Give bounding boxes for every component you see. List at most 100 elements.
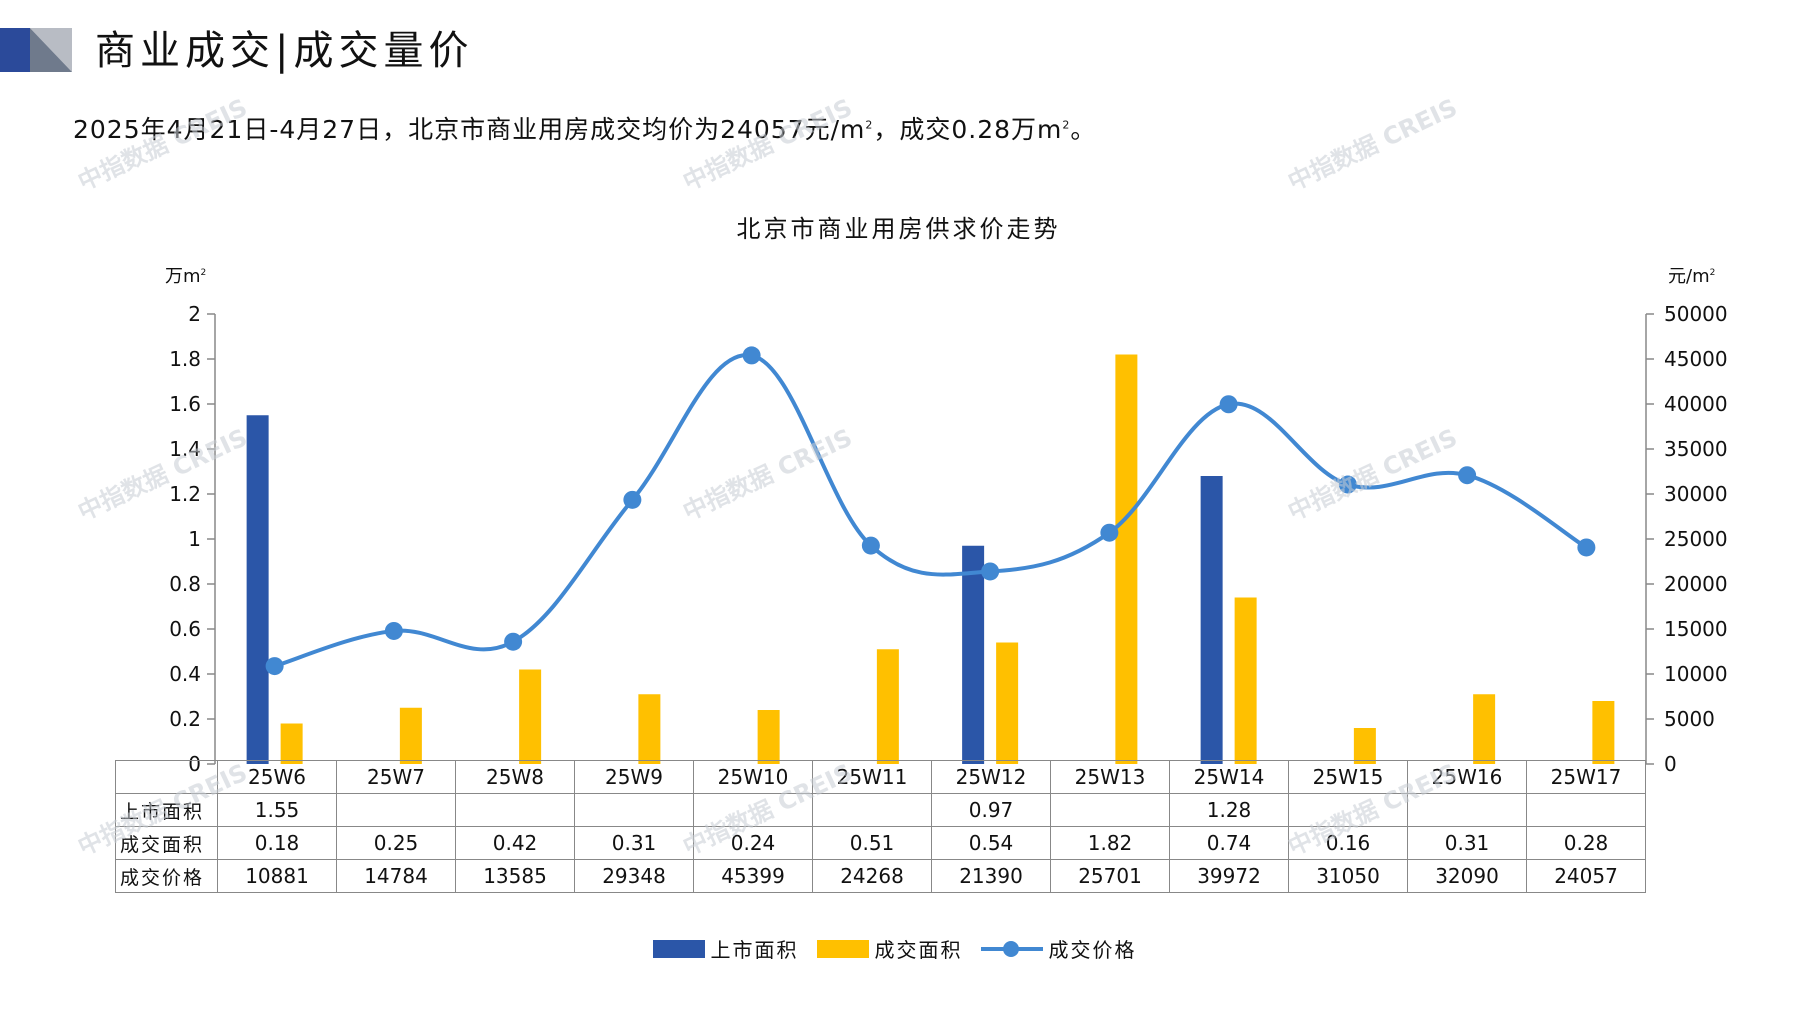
bar-supply <box>962 545 985 764</box>
table-cell <box>574 793 694 827</box>
legend-label-deal-area: 成交面积 <box>874 938 963 962</box>
y-right-unit-text: 元/m <box>1668 266 1710 287</box>
y-left-tick-label: 1.4 <box>169 437 201 461</box>
y-right-tick-label: 10000 <box>1664 662 1728 686</box>
bar-deal-area <box>1473 694 1496 764</box>
table-cell: 29348 <box>574 859 694 893</box>
table-cell: 0.42 <box>455 826 575 860</box>
bar-deal-area <box>638 694 661 764</box>
bar-deal-area <box>519 669 542 764</box>
table-header-row: 25W6 25W7 25W8 25W9 25W10 25W11 25W12 25W13 25W1… <box>115 760 1646 794</box>
table-cell <box>1050 793 1170 827</box>
table-cell <box>1407 793 1527 827</box>
y-left-tick-label: 0.8 <box>169 572 201 596</box>
summary-prefix: 2025年4月21日-4月27日，北京市商业用房成交均价为24057元/m <box>73 115 866 144</box>
table-cell: 13585 <box>455 859 575 893</box>
table-cell <box>1288 793 1408 827</box>
table-cell: 0.28 <box>1526 826 1646 860</box>
table-cell <box>336 793 456 827</box>
summary-mid: ，成交0.28万m <box>873 115 1063 144</box>
legend-swatch-deal-area <box>816 939 869 958</box>
x-category-label: 25W17 <box>1526 760 1646 794</box>
y-left-tick-label: 0.2 <box>169 707 201 731</box>
y-right-tick-label: 5000 <box>1664 707 1715 731</box>
price-point <box>504 632 523 651</box>
price-point <box>1577 538 1596 557</box>
table-cell <box>693 793 813 827</box>
price-point <box>623 490 642 509</box>
table-row-label: 上市面积 <box>115 793 218 827</box>
table-cell: 24268 <box>812 859 932 893</box>
bar-deal-area <box>399 707 422 764</box>
y-left-tick-label: 1.6 <box>169 392 201 416</box>
table-cell: 25701 <box>1050 859 1170 893</box>
price-point <box>981 562 1000 581</box>
y-right-tick-label: 40000 <box>1664 392 1728 416</box>
y-right-unit: 元/m2 <box>1668 262 1715 288</box>
table-row: 上市面积 1.55 0.97 1.28 <box>115 793 1646 827</box>
bar-deal-area <box>757 710 780 764</box>
price-point <box>1338 475 1357 494</box>
table-cell: 0.31 <box>574 826 694 860</box>
table-cell: 45399 <box>693 859 813 893</box>
y-left-unit: 万m2 <box>165 262 206 288</box>
table-cell: 21390 <box>931 859 1051 893</box>
price-point <box>265 657 284 676</box>
summary-sup-1: 2 <box>865 118 874 132</box>
legend-label-supply: 上市面积 <box>710 938 799 962</box>
table-cell: 10881 <box>217 859 337 893</box>
bar-deal-area <box>1115 354 1138 764</box>
y-left-tick-label: 1.2 <box>169 482 201 506</box>
legend-swatch-price <box>980 939 1043 959</box>
price-point <box>384 621 403 640</box>
table-cell: 24057 <box>1526 859 1646 893</box>
x-category-label: 25W15 <box>1288 760 1408 794</box>
table-cell: 0.74 <box>1169 826 1289 860</box>
legend-label-price: 成交价格 <box>1048 938 1137 962</box>
bar-deal-area <box>996 642 1019 764</box>
summary-sup-2: 2 <box>1062 118 1071 132</box>
table-row: 成交价格 10881 14784 13585 29348 45399 24268 21390 2… <box>115 859 1646 893</box>
legend-item-supply: 上市面积 <box>652 934 799 963</box>
table-cell <box>1526 793 1646 827</box>
table-corner-cell <box>115 760 218 794</box>
table-cell <box>812 793 932 827</box>
y-left-tick-label: 1.8 <box>169 347 201 371</box>
bar-supply <box>1200 476 1223 764</box>
price-point <box>861 536 880 555</box>
x-category-label: 25W14 <box>1169 760 1289 794</box>
x-category-label: 25W11 <box>812 760 932 794</box>
x-category-label: 25W13 <box>1050 760 1170 794</box>
bar-deal-area <box>1353 728 1376 764</box>
table-row: 成交面积 0.18 0.25 0.42 0.31 0.24 0.51 0.54 1.82 0.74… <box>115 826 1646 860</box>
page-title: 商业成交|成交量价 <box>95 28 474 74</box>
x-category-label: 25W7 <box>336 760 456 794</box>
chart-title: 北京市商业用房供求价走势 <box>736 215 1061 243</box>
table-cell: 32090 <box>1407 859 1527 893</box>
bar-deal-area <box>876 649 899 764</box>
legend-item-price: 成交价格 <box>980 934 1137 963</box>
price-point <box>1458 466 1477 485</box>
y-left-tick-label: 1 <box>188 527 201 551</box>
table-cell <box>455 793 575 827</box>
x-category-label: 25W6 <box>217 760 337 794</box>
table-cell: 1.28 <box>1169 793 1289 827</box>
bar-deal-area <box>1234 597 1257 764</box>
price-point <box>1100 523 1119 542</box>
table-cell: 0.25 <box>336 826 456 860</box>
y-right-tick-label: 30000 <box>1664 482 1728 506</box>
table-cell: 14784 <box>336 859 456 893</box>
table-cell: 0.18 <box>217 826 337 860</box>
y-right-tick-label: 20000 <box>1664 572 1728 596</box>
y-left-tick-label: 2 <box>188 302 201 326</box>
x-category-label: 25W12 <box>931 760 1051 794</box>
chart-legend: 上市面积 成交面积 成交价格 <box>0 934 1797 963</box>
table-cell: 0.16 <box>1288 826 1408 860</box>
bar-deal-area <box>1592 701 1615 764</box>
table-cell: 0.31 <box>1407 826 1527 860</box>
y-right-tick-label: 0 <box>1664 752 1677 776</box>
x-category-label: 25W16 <box>1407 760 1527 794</box>
table-cell: 1.55 <box>217 793 337 827</box>
y-right-tick-label: 15000 <box>1664 617 1728 641</box>
bar-supply <box>246 415 269 764</box>
